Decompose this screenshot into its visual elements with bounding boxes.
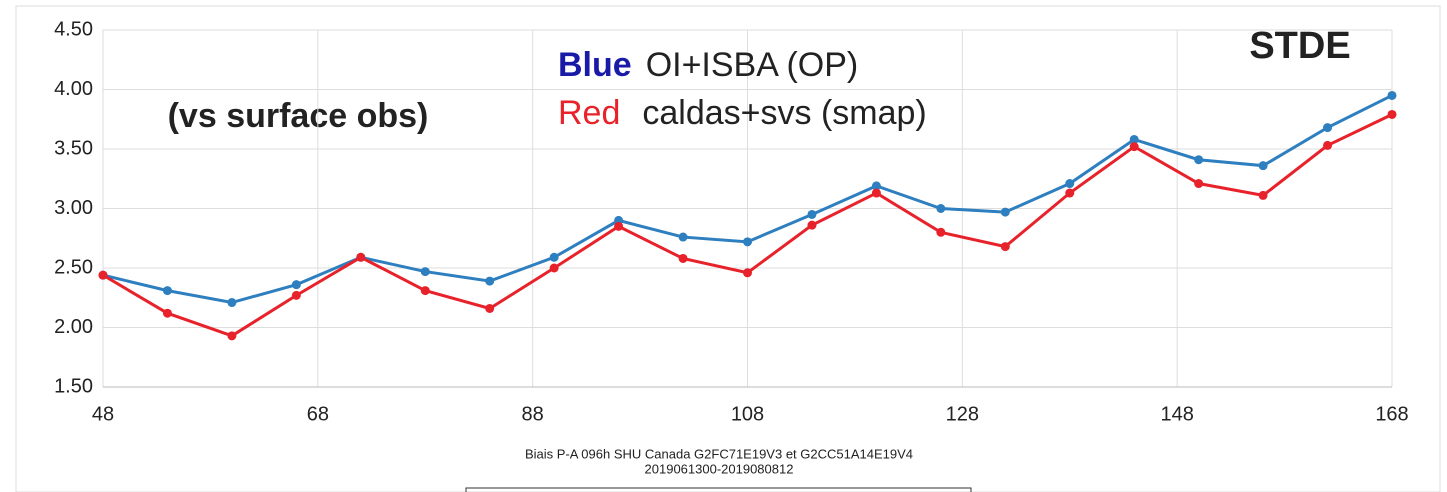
point <box>1387 90 1397 100</box>
y-tick-label: 4.00 <box>54 78 93 100</box>
point <box>1323 123 1333 133</box>
y-tick-label: 1.50 <box>54 375 93 397</box>
y-tick-label: 3.50 <box>54 137 93 159</box>
point <box>162 308 172 318</box>
point <box>227 298 237 308</box>
point <box>291 290 301 300</box>
point <box>227 331 237 341</box>
y-tick-label: 2.00 <box>54 316 93 338</box>
point <box>936 204 946 213</box>
point <box>1194 179 1204 189</box>
point <box>807 209 817 219</box>
caption: Biais P-A 096h SHU Canada G2FC71E19V3 et… <box>525 446 913 461</box>
point <box>1387 109 1397 119</box>
point <box>1065 188 1075 198</box>
x-tick-label: 48 <box>92 403 114 425</box>
x-tick-label: 68 <box>307 403 329 425</box>
legend-label: OI+ISBA (OP) <box>646 46 859 84</box>
legend-entry: Blue OI+ISBA (OP) <box>558 46 858 84</box>
point <box>1129 142 1139 152</box>
point <box>1194 155 1204 165</box>
point <box>1065 179 1075 189</box>
legend-color-word: Blue <box>558 46 632 84</box>
legend-box-partial <box>465 487 972 492</box>
legend-label: caldas+svs (smap) <box>642 94 926 132</box>
point <box>743 268 752 278</box>
x-tick-label: 88 <box>522 403 544 425</box>
point <box>871 181 881 191</box>
x-tick-label: 128 <box>946 403 979 425</box>
point <box>485 276 495 286</box>
point <box>1000 207 1010 217</box>
x-tick-label: 168 <box>1375 403 1408 425</box>
chart-title: STDE <box>1249 25 1350 67</box>
y-tick-label: 4.50 <box>54 18 93 40</box>
point <box>614 221 624 231</box>
point <box>420 267 430 277</box>
annotation: (vs surface obs) <box>168 97 429 135</box>
point <box>807 220 817 230</box>
x-tick-label: 148 <box>1160 403 1193 425</box>
legend-color-word: Red <box>558 94 620 132</box>
point <box>1258 161 1268 171</box>
point <box>549 252 559 262</box>
frame <box>15 5 1441 492</box>
point <box>485 303 495 313</box>
point <box>678 232 688 242</box>
x-tick-label: 108 <box>731 403 764 425</box>
point <box>743 237 752 247</box>
point <box>291 280 301 290</box>
legend-entry: Red caldas+svs (smap) <box>558 94 927 132</box>
y-tick-label: 2.50 <box>54 256 93 278</box>
caption: 2019061300-2019080812 <box>645 461 794 476</box>
point <box>1000 242 1010 252</box>
y-tick-label: 3.00 <box>54 197 93 219</box>
point <box>1129 134 1139 144</box>
point <box>1323 140 1333 150</box>
point <box>420 286 430 296</box>
point <box>98 270 108 280</box>
point <box>162 286 172 296</box>
point <box>549 263 559 273</box>
point <box>1258 190 1268 200</box>
point <box>678 253 688 263</box>
point <box>936 227 946 237</box>
point <box>356 252 366 262</box>
point <box>871 188 881 198</box>
